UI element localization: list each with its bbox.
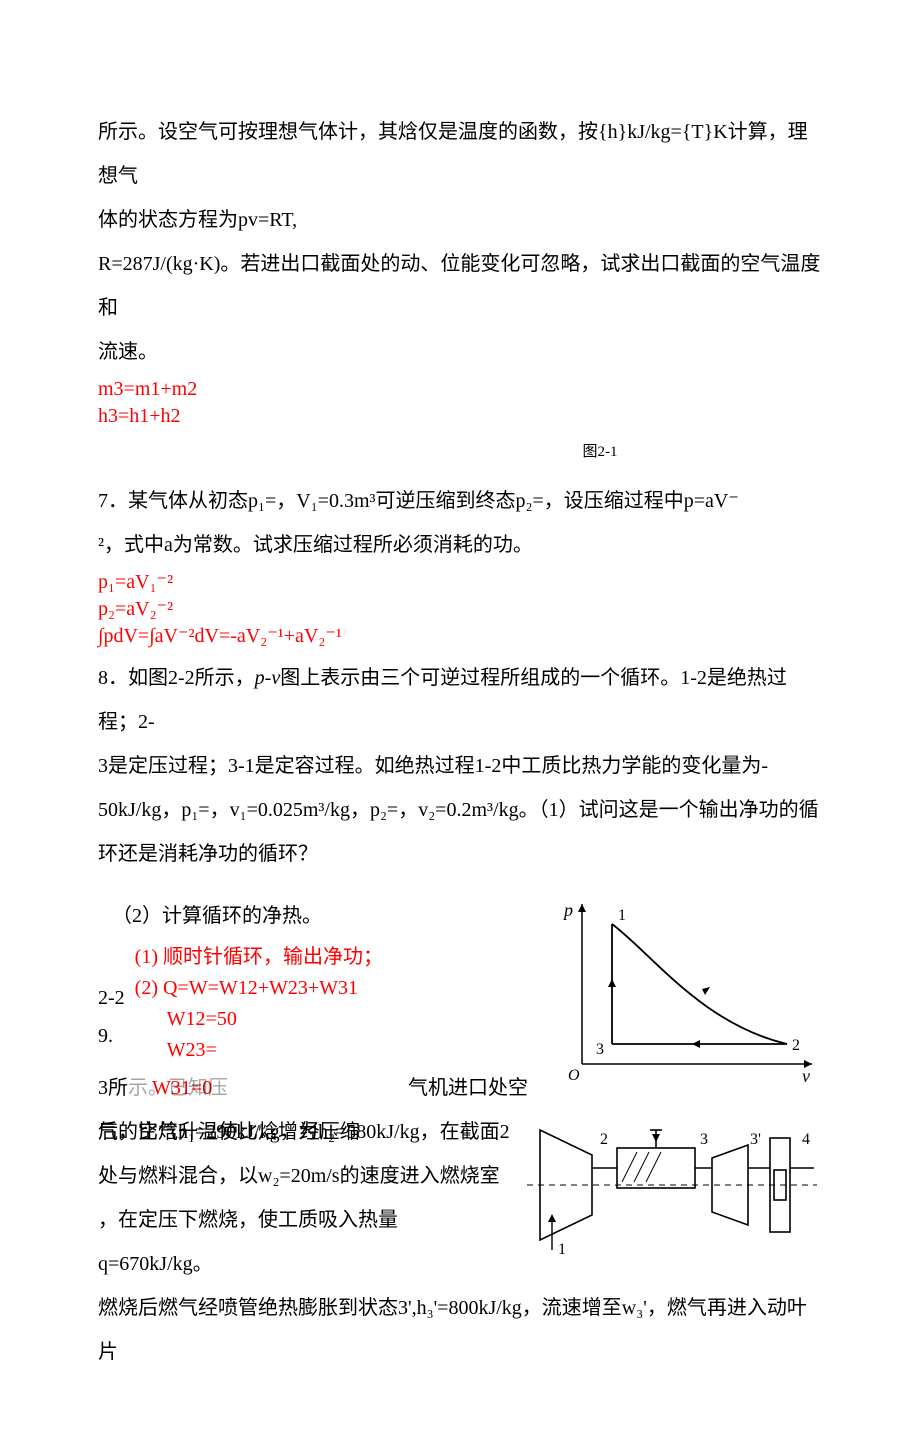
q7-line-2: ²，式中a为常数。试求压缩过程所必须消耗的功。 [98, 523, 822, 567]
node-2-label: 2 [792, 1037, 800, 1054]
diag-label-2: 2 [600, 1131, 608, 1148]
intro-solution: m3=m1+m2 h3=h1+h2 [98, 376, 822, 430]
q9-first-line: W31=0 3所示。已知压气机进口处空气的比焓h₁=290kJ/kg，经压缩 [98, 1066, 540, 1110]
q9-tail-line: 3所示。已知压气机进口处空气的比焓h₁=290kJ/kg，经压缩 [98, 1066, 540, 1154]
label-9: 9. [98, 1020, 125, 1052]
intro-line-3: R=287J/(kg·K)。若进出口截面处的动、位能变化可忽略，试求出口截面的空… [98, 242, 822, 330]
axis-v-label: v [802, 1066, 810, 1084]
q8-ans-3: W12=50 [135, 1004, 383, 1035]
q9-l3: 处与燃料混合，以w₂=20m/s的速度进入燃烧室 [98, 1154, 510, 1198]
intro-line-2: 体的状态方程为pv=RT, [98, 198, 822, 242]
intro-sol-1: m3=m1+m2 [98, 376, 822, 403]
q8-ans-1: (1) 顺时针循环，输出净功； [135, 942, 383, 973]
node-1-label: 1 [618, 907, 626, 924]
q8-solution: (1) 顺时针循环，输出净功； (2) Q=W=W12+W23+W31 W12=… [135, 942, 383, 1066]
q7-line-1: 7．某气体从初态p₁=，V₁=0.3m³可逆压缩到终态p₂=，设压缩过程中p=a… [98, 479, 822, 523]
q9-l4: ，在定压下燃烧，使工质吸入热量q=670kJ/kg。 [98, 1198, 510, 1286]
q9-tail-prefix: 3所 [98, 1077, 128, 1099]
axis-p-label: p [562, 900, 573, 920]
q8-ans-2: (2) Q=W=W12+W23+W31 [135, 973, 383, 1004]
q7-sol-1: p₁=aV₁⁻² [98, 569, 822, 596]
axis-origin-label: O [568, 1067, 580, 1084]
q7-solution: p₁=aV₁⁻² p₂=aV₂⁻² ∫pdV=∫aV⁻²dV=-aV₂⁻¹+aV… [98, 569, 822, 650]
figure-2-1-caption: 图2-1 [98, 436, 822, 469]
diag-label-1: 1 [558, 1241, 566, 1258]
q9-tail-obscured: 示。已知压 [128, 1077, 228, 1099]
diag-label-3p: 3' [750, 1131, 761, 1148]
q8-sub2: （2）计算循环的净热。 [98, 894, 540, 938]
intro-line-1: 所示。设空气可按理想气体计，其焓仅是温度的函数，按{h}kJ/kg={T}K计算… [98, 110, 822, 198]
intro-line-4: 流速。 [98, 330, 822, 374]
page: 所示。设空气可按理想气体计，其焓仅是温度的函数，按{h}kJ/kg={T}K计算… [0, 0, 920, 1434]
q8-answer-block: 2-2 9. (1) 顺时针循环，输出净功； (2) Q=W=W12+W23+W… [98, 942, 540, 1066]
q8-left-labels: 2-2 9. [98, 942, 125, 1052]
q8-line-3: 50kJ/kg，p₁=，v₁=0.025m³/kg，p₂=，v₂=0.2m³/k… [98, 788, 822, 832]
q8-ans-4: W23= [135, 1035, 383, 1066]
diag-label-4: 4 [802, 1131, 810, 1148]
q7-sol-3: ∫pdV=∫aV⁻²dV=-aV₂⁻¹+aV₂⁻¹ [98, 623, 822, 650]
label-2-2: 2-2 [98, 982, 125, 1014]
q8-sub2-row: （2）计算循环的净热。 2-2 9. (1) 顺时针循环，输出净功； (2) Q… [98, 894, 822, 1110]
q8-line-2: 3是定压过程；3-1是定容过程。如绝热过程1-2中工质比热力学能的变化量为- [98, 744, 822, 788]
figure-gas-turbine: 1 2 3 3' 4 [522, 1110, 822, 1276]
q7-sol-2: p₂=aV₂⁻² [98, 596, 822, 623]
figure-pv-cycle: p v O 1 2 3 [552, 894, 822, 1100]
blank [98, 942, 125, 974]
diag-label-3: 3 [700, 1131, 708, 1148]
q8-line-4: 环还是消耗净功的循环？ [98, 832, 822, 876]
q9-l5: 燃烧后燃气经喷管绝热膨胀到状态3',h₃'=800kJ/kg，流速增至w₃'，燃… [98, 1286, 822, 1374]
intro-sol-2: h3=h1+h2 [98, 403, 822, 430]
q8-l1-a: 8．如图2-2所示， [98, 667, 255, 689]
q8-line-1: 8．如图2-2所示，p-v图上表示由三个可逆过程所组成的一个循环。1-2是绝热过… [98, 656, 822, 744]
q8-l1-b: p-v [255, 667, 281, 689]
node-3-label: 3 [596, 1041, 604, 1058]
